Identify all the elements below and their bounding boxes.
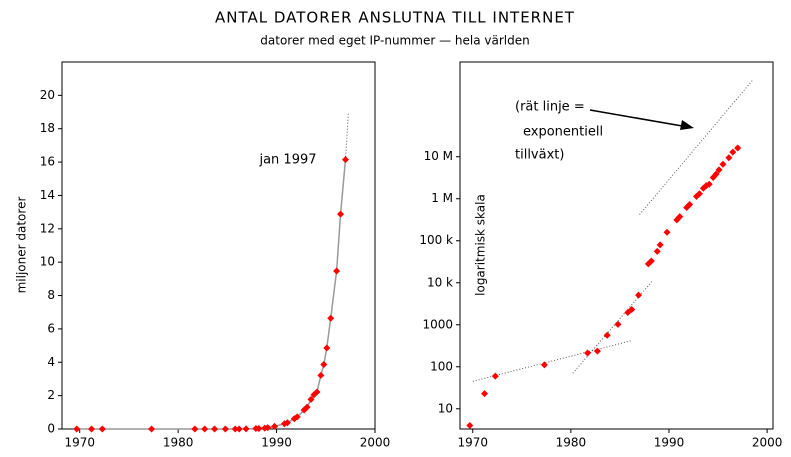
point [695,190,703,198]
y-tick-label: 4 [47,355,55,369]
y-tick-label: 1000 [422,317,453,331]
y-tick-label: 10 M [424,149,453,163]
point [656,241,664,249]
point [317,371,325,379]
point [201,425,209,433]
arrow-head [680,120,694,130]
point [584,349,592,357]
y-tick-label: 12 [40,221,55,235]
point [88,425,96,433]
y-tick-label: 0 [47,422,55,436]
point [307,395,315,403]
x-tick-label: 2000 [752,436,783,450]
y-tick-label: 10 [40,255,55,269]
point [686,201,694,209]
subtitle: datorer med eget IP-nummer — hela världe… [260,34,529,48]
point [221,425,229,433]
point [313,388,321,396]
y-tick-label: 20 [40,88,55,102]
x-tick-label: 1980 [556,436,587,450]
point [235,425,243,433]
trend-line [572,280,653,374]
point [242,425,250,433]
point [283,419,291,427]
y-tick-label: 1 M [431,191,453,205]
point [705,180,713,188]
point [676,213,684,221]
point [719,160,727,168]
point [593,347,601,355]
y-tick-label: 8 [47,288,55,302]
x-tick-label: 1990 [654,436,685,450]
annotation: exponentiell [523,125,603,140]
point [264,424,272,432]
y-axis-label: logaritmisk skala [474,194,488,296]
y-tick-label: 10 [438,401,453,415]
point [603,331,611,339]
point [73,425,81,433]
point [491,372,499,380]
point [148,425,156,433]
y-tick-label: 18 [40,121,55,135]
point [653,247,661,255]
point [540,361,548,369]
point [231,425,239,433]
point [341,156,349,164]
annotation: tillväxt) [515,148,564,163]
line [76,159,347,430]
point [191,425,199,433]
arrow [589,109,689,128]
point [337,210,345,218]
point [255,424,263,432]
x-tick-label: 1980 [163,436,194,450]
y-tick-label: 10 k [427,275,453,289]
point [327,314,335,322]
point [481,390,489,398]
annotation: jan 1997 [258,153,316,168]
annotation: (rät linje = [515,100,585,115]
point [729,148,737,156]
x-tick-label: 2000 [360,436,391,450]
point [715,166,723,174]
x-tick-label: 1990 [261,436,292,450]
y-tick-label: 16 [40,155,55,169]
plot-frame [459,61,774,430]
point [635,291,643,299]
y-tick-label: 14 [40,188,55,202]
y-tick-label: 6 [47,321,55,335]
point [663,228,671,236]
point [628,306,636,314]
trend-line [472,340,632,382]
plot-frame [61,61,376,430]
point [320,361,328,369]
y-tick-label: 2 [47,388,55,402]
point [303,403,311,411]
point [293,413,301,421]
point [712,170,720,178]
trend-line [639,78,754,215]
x-tick-label: 1970 [64,436,95,450]
trend-line [344,112,349,160]
point [647,257,655,265]
point [271,422,279,430]
y-tick-label: 100 k [419,233,453,247]
y-tick-label: 100 [430,359,453,373]
point [614,320,622,328]
point [323,344,331,352]
point [734,144,742,152]
point [98,425,106,433]
y-axis-label: miljoner datorer [15,197,29,294]
point [211,425,219,433]
x-tick-label: 1970 [457,436,488,450]
point [466,421,474,429]
point [333,267,341,275]
point [725,154,733,162]
title: ANTAL DATORER ANSLUTNA TILL INTERNET [215,9,575,27]
